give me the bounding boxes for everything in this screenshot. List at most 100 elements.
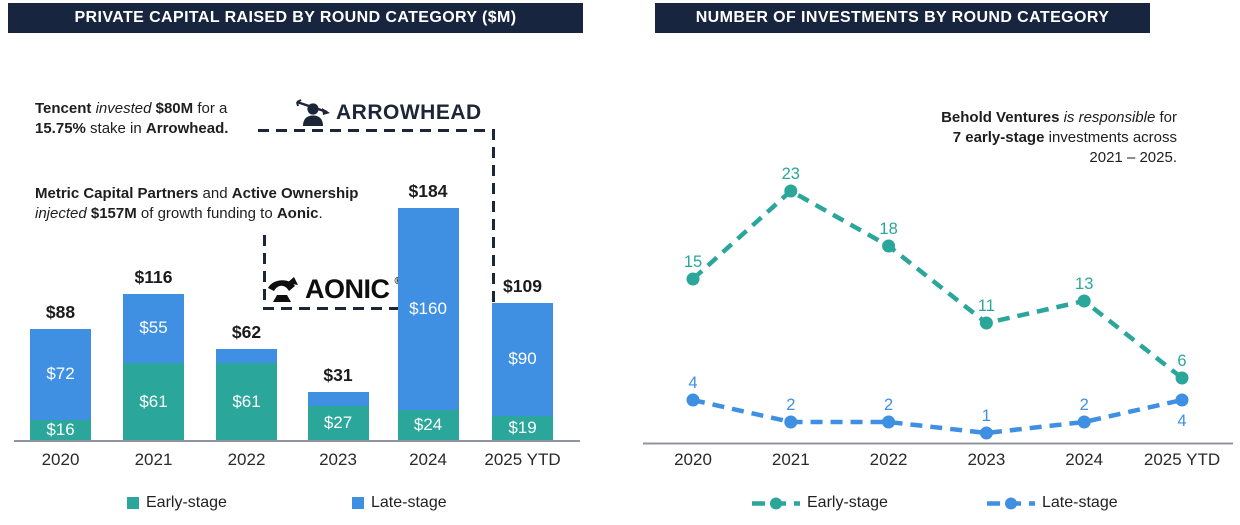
annotation-text: and: [198, 185, 232, 202]
early-stage-line-swatch: [752, 497, 800, 509]
line-point-early-stage-2022: [882, 239, 896, 253]
legend-label: Early-stage: [807, 494, 888, 511]
bar-segment-early-2020: $16: [30, 419, 91, 440]
x-axis-label-2024: 2024: [1065, 450, 1104, 469]
bar-segment-late-2025 YTD: $90: [492, 302, 553, 417]
aonic-logo: AONIC ®: [264, 274, 402, 305]
line-point-late-stage-2024: [1077, 415, 1091, 429]
point-label-late-stage-2023: 1: [982, 407, 991, 425]
x-axis-label-2023: 2023: [967, 450, 1006, 469]
arrowhead-connector-horizontal: [258, 129, 495, 132]
late-stage-line-swatch: [987, 497, 1035, 509]
annotation-text: 15.75%: [35, 120, 86, 137]
legend-label: Early-stage: [146, 494, 227, 511]
bar-total-label-2021: $116: [134, 266, 173, 287]
annotation-text: .: [318, 205, 323, 222]
legend-label: Late-stage: [1042, 494, 1118, 511]
line-chart: 15 23 18 11 13 6 4 2 2 1 2 4: [643, 165, 1233, 445]
annotation-line: 15.75% stake in Arrowhead.: [35, 119, 275, 139]
annotation-line: injected $157M of growth funding to Aoni…: [35, 204, 395, 224]
legend-label: Late-stage: [371, 494, 447, 511]
annotation-text: stake in: [85, 120, 146, 137]
point-label-late-stage-2025 YTD: 4: [1177, 412, 1186, 430]
bar-segment-late-2020: $72: [30, 329, 91, 420]
bar-segment-early-2024: $24: [397, 409, 459, 440]
annotation-text: $80M: [155, 100, 194, 117]
line-point-early-stage-2025 YTD: [1175, 371, 1189, 385]
bar-segment-early-2025 YTD: $19: [492, 416, 553, 440]
annotation-text: injected: [35, 205, 87, 222]
x-axis-label-2021: 2021: [134, 450, 173, 469]
arrowhead-connector-vertical: [492, 129, 495, 303]
bar-total-label-2024: $184: [408, 181, 448, 202]
legend-item-early-stage-line: Early-stage: [752, 494, 888, 512]
annotation-text: 2021 – 2025.: [1089, 149, 1177, 166]
annotation-line: Tencent invested $80M for a: [35, 99, 275, 119]
x-axis-label-2020: 2020: [41, 450, 80, 469]
line-point-early-stage-2020: [686, 272, 700, 286]
bar-segment-late-2021: $55: [123, 293, 184, 364]
early-stage-swatch: [127, 497, 139, 509]
metric-annotation: Metric Capital Partners and Active Owner…: [35, 184, 395, 224]
behold-annotation: Behold Ventures is responsible for 7 earl…: [837, 108, 1177, 168]
annotation-text: Behold Ventures: [941, 109, 1060, 126]
annotation-line: 2021 – 2025.: [837, 148, 1177, 168]
left-x-axis-line: [14, 440, 580, 442]
tencent-annotation: Tencent invested $80M for a 15.75% stake …: [35, 99, 275, 139]
annotation-text: invested: [95, 100, 152, 117]
point-label-early-stage-2025 YTD: 6: [1177, 352, 1186, 370]
x-axis-label-2025 YTD: 2025 YTD: [484, 450, 561, 469]
point-label-early-stage-2024: 13: [1075, 275, 1093, 293]
bar-total-label-2020: $88: [45, 302, 76, 323]
bar-total-label-2025 YTD: $109: [503, 275, 542, 296]
annotation-line: 7 early-stage investments across: [837, 128, 1177, 148]
arrowhead-logo-text: ARROWHEAD: [336, 101, 482, 124]
line-point-late-stage-2022: [882, 415, 896, 429]
line-series-early-stage: [691, 188, 1184, 380]
bar-segment-late-2023: [307, 391, 369, 406]
legend-item-early-stage-bars: Early-stage: [127, 494, 227, 512]
annotation-text: is responsible: [1063, 109, 1156, 126]
aonic-connector-vertical: [263, 235, 266, 308]
aonic-connector-horizontal: [263, 307, 399, 310]
line-point-late-stage-2025 YTD: [1175, 393, 1189, 407]
point-label-late-stage-2020: 4: [688, 374, 697, 392]
annotation-text: for: [1155, 109, 1177, 126]
point-label-early-stage-2023: 11: [978, 297, 995, 315]
annotation-line: Metric Capital Partners and Active Owner…: [35, 184, 395, 204]
annotation-text: 7 early-stage: [952, 129, 1045, 146]
right-chart-title: NUMBER OF INVESTMENTS BY ROUND CATEGORY: [655, 3, 1150, 33]
annotation-text: Metric Capital Partners: [35, 185, 199, 202]
late-stage-swatch: [352, 497, 364, 509]
annotation-text: Aonic: [276, 205, 319, 222]
bar-segment-early-2022: $61: [216, 363, 277, 440]
point-label-early-stage-2020: 15: [684, 253, 702, 271]
arrowhead-person-arrow-icon: [296, 99, 330, 126]
bar-segment-early-2023: $27: [307, 405, 369, 440]
line-point-early-stage-2024: [1077, 294, 1091, 308]
x-axis-label-2023: 2023: [319, 450, 357, 469]
line-series-late-stage: [692, 397, 1183, 436]
annotation-line: Behold Ventures is responsible for: [837, 108, 1177, 128]
point-label-late-stage-2021: 2: [786, 396, 795, 414]
arrowhead-logo: ARROWHEAD: [296, 99, 482, 127]
bar-segment-early-2021: $61: [123, 363, 184, 440]
line-point-early-stage-2021: [784, 184, 798, 198]
annotation-text: investments across: [1044, 129, 1177, 146]
point-label-late-stage-2024: 2: [1080, 396, 1089, 414]
annotation-text: Arrowhead.: [145, 120, 229, 137]
x-axis-label-2022: 2022: [227, 450, 266, 469]
bar-segment-late-2024: $160: [397, 208, 459, 410]
point-label-early-stage-2021: 23: [782, 165, 800, 183]
x-axis-label-2020: 2020: [674, 450, 712, 469]
annotation-text: $157M: [90, 205, 137, 222]
point-label-early-stage-2022: 18: [879, 220, 897, 238]
legend-item-late-stage-bars: Late-stage: [352, 494, 447, 512]
line-point-early-stage-2023: [979, 316, 993, 330]
x-axis-label-2024: 2024: [409, 450, 447, 469]
annotation-text: Active Ownership: [231, 185, 359, 202]
line-point-late-stage-2023: [979, 426, 993, 440]
annotation-text: Tencent: [35, 100, 92, 117]
aonic-logo-text: AONIC: [305, 274, 390, 304]
